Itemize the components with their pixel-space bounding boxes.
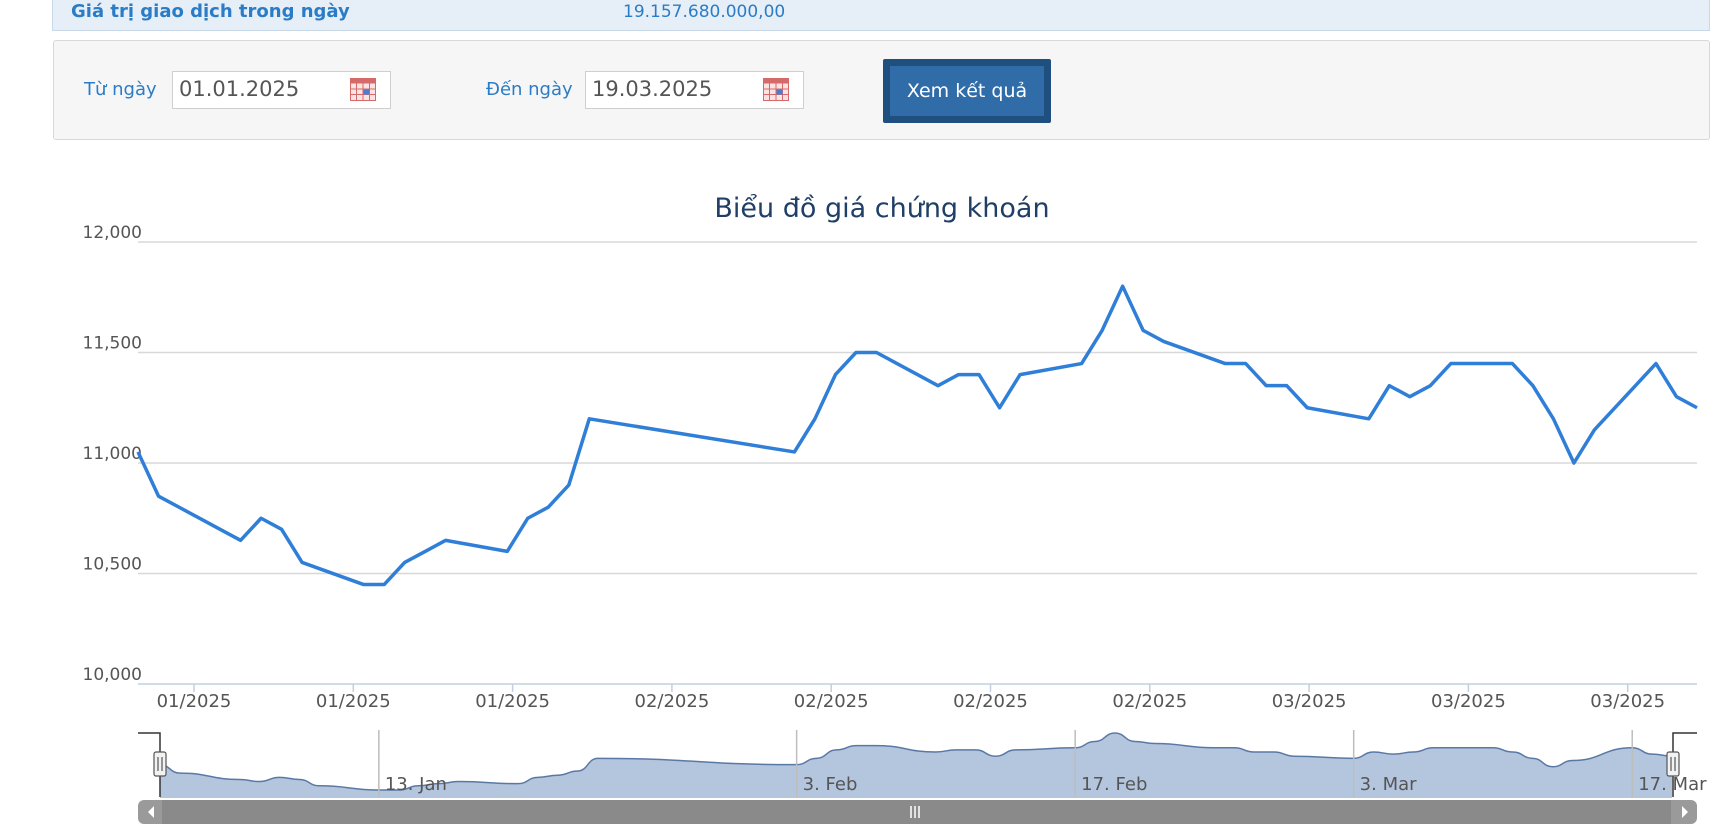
chart-title: Biểu đồ giá chứng khoán: [714, 193, 1049, 224]
navigator-area: [160, 733, 1672, 798]
x-tick-label: 03/2025: [1272, 691, 1347, 712]
x-axis: 01/2025 01/2025 01/2025 02/2025 02/2025 02/20…: [157, 684, 1665, 712]
trading-value-amount: 19.157.680.000,00: [623, 2, 786, 22]
navigator-label: 3. Feb: [803, 774, 858, 795]
view-results-label[interactable]: Xem kết quả: [890, 66, 1044, 116]
plot-area: [136, 284, 1698, 587]
navigator-scrollbar[interactable]: [138, 800, 1697, 824]
x-tick-label: 01/2025: [157, 691, 232, 712]
navigator-line: [159, 732, 1673, 791]
to-date-label: Đến ngày: [486, 79, 573, 100]
arrow-left-icon[interactable]: [148, 806, 154, 818]
x-tick-label: 03/2025: [1590, 691, 1665, 712]
trading-value-bar: Giá trị giao dịch trong ngày 19.157.680.…: [52, 0, 1710, 31]
x-tick-label: 03/2025: [1431, 691, 1506, 712]
y-tick-label: 10,500: [83, 555, 142, 575]
x-tick-label: 01/2025: [475, 691, 550, 712]
view-results-button[interactable]: Xem kết quả: [883, 59, 1051, 123]
x-tick-label: 02/2025: [953, 691, 1028, 712]
from-date-label: Từ ngày: [84, 79, 157, 100]
calendar-icon[interactable]: [763, 78, 789, 101]
to-date-field[interactable]: 19.03.2025: [585, 71, 804, 109]
date-filter-panel: Từ ngày 01.01.2025 Đến ngày 19.03.2025 X…: [53, 40, 1710, 140]
y-tick-label: 10,000: [83, 665, 142, 685]
calendar-icon[interactable]: [350, 78, 376, 101]
scrollbar-grip-icon[interactable]: [910, 806, 920, 818]
scrollbar-thumb[interactable]: [162, 800, 1671, 824]
to-date-value[interactable]: 19.03.2025: [592, 77, 713, 101]
navigator-label: 17. Feb: [1081, 774, 1147, 795]
navigator-label: 13. Jan: [385, 774, 447, 795]
navigator-right-handle[interactable]: [1666, 751, 1680, 777]
x-tick-label: 02/2025: [794, 691, 869, 712]
x-tick-label: 01/2025: [316, 691, 391, 712]
y-axis: 10,000 10,500 11,000 11,500 12,000: [83, 223, 142, 685]
range-navigator[interactable]: 13. Jan 3. Feb 17. Feb 3. Mar 17. Mar: [138, 730, 1707, 824]
grid-lines: [138, 241, 1697, 685]
trading-value-label: Giá trị giao dịch trong ngày: [71, 1, 350, 22]
from-date-value[interactable]: 01.01.2025: [179, 77, 300, 101]
x-tick-label: 02/2025: [1112, 691, 1187, 712]
navigator-label: 3. Mar: [1360, 774, 1417, 795]
price-series-line: [136, 284, 1698, 587]
from-date-field[interactable]: 01.01.2025: [172, 71, 391, 109]
y-tick-label: 12,000: [83, 223, 142, 243]
x-tick-label: 02/2025: [635, 691, 710, 712]
scroll-left-button[interactable]: [148, 806, 154, 818]
arrow-right-icon[interactable]: [1682, 806, 1688, 818]
y-tick-label: 11,000: [83, 444, 142, 464]
navigator-left-handle[interactable]: [153, 751, 167, 777]
scroll-right-button[interactable]: [1682, 806, 1688, 818]
y-tick-label: 11,500: [83, 334, 142, 354]
